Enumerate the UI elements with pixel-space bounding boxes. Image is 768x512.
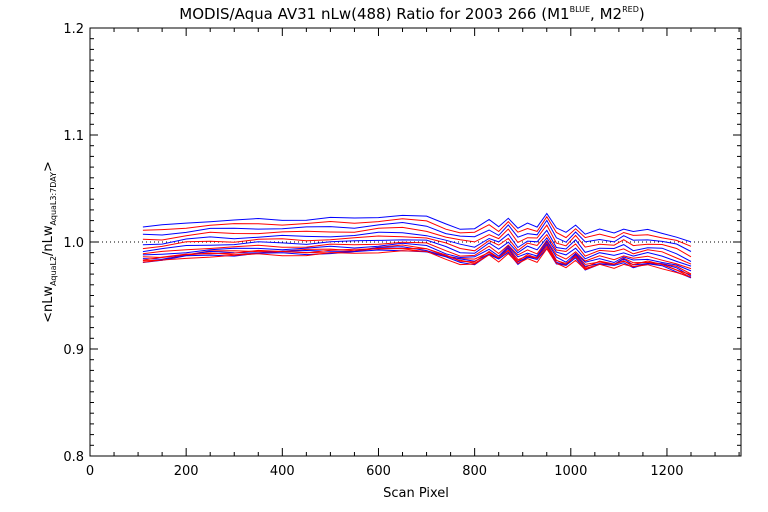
series-line-m1-6 [142, 236, 692, 267]
y-axis-title: <nLwAquaL2/nLwAquaL3:7DAY> [41, 161, 58, 323]
series-line-m1-8 [142, 240, 692, 272]
y-axis-title-close: > [41, 161, 56, 172]
y-tick-label: 1.0 [63, 236, 84, 251]
chart-title-mid: , M2 [590, 5, 622, 23]
chart-title-main: MODIS/Aqua AV31 nLw(488) Ratio for 2003 … [179, 5, 569, 23]
series-line-m2-3 [142, 224, 692, 258]
x-axis-title: Scan Pixel [383, 486, 449, 501]
x-tick-label: 600 [366, 464, 391, 479]
y-axis-title-mid: /nLw [41, 225, 56, 256]
y-axis-title-sub-l3: AquaL3:7DAY [49, 172, 58, 226]
series-line-m1-4 [142, 229, 692, 262]
series-line-m1-2 [142, 219, 692, 252]
x-tick-label: 0 [86, 464, 94, 479]
x-tick-label: 800 [462, 464, 487, 479]
x-tick-label: 400 [270, 464, 295, 479]
chart-title: MODIS/Aqua AV31 nLw(488) Ratio for 2003 … [179, 5, 644, 23]
series-line-m2-5 [142, 233, 692, 265]
chart-title-end: ) [639, 5, 645, 23]
y-axis-title-sub-l2: AquaL2 [49, 256, 58, 286]
series-layer [142, 212, 692, 279]
y-axis-title-open: <nLw [41, 286, 56, 323]
x-tick-label: 1200 [650, 464, 683, 479]
series-line-m2-13 [142, 245, 692, 276]
chart-title-sup-blue: BLUE [570, 5, 590, 14]
y-tick-label: 0.9 [63, 343, 84, 358]
chart-title-sup-red: RED [622, 5, 639, 14]
x-tick-label: 1000 [554, 464, 587, 479]
axes-layer: 0 200 400 600 800 1000 1200 0.8 0.9 1.0 1.1 1.2 [63, 22, 742, 479]
series-line-m1-0 [142, 212, 692, 243]
series-line-m2-14 [142, 247, 692, 278]
y-tick-label: 1.2 [63, 22, 84, 37]
x-tick-label: 200 [174, 464, 199, 479]
y-tick-label: 1.1 [63, 129, 84, 144]
series-line-m2-7 [142, 239, 692, 270]
y-tick-label: 0.8 [63, 450, 84, 465]
series-line-m1-12 [142, 247, 692, 279]
series-line-m2-1 [142, 215, 692, 247]
